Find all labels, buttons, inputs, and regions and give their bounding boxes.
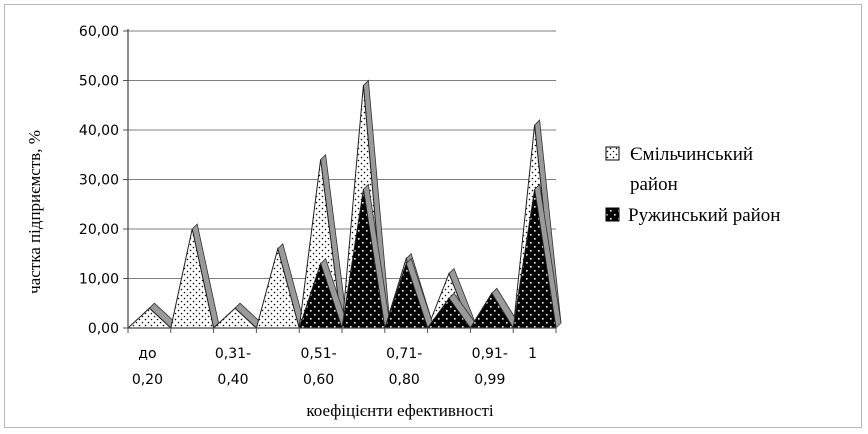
legend-label-emilchynskyi: Ємільчинський bbox=[630, 144, 753, 165]
x-tick-label: 0,31- bbox=[215, 346, 251, 362]
legend-label-emilchynskyi-line2: район bbox=[630, 174, 678, 195]
y-tick-label: 10,00 bbox=[79, 272, 119, 288]
y-tick-label: 60,00 bbox=[79, 24, 119, 40]
legend-label-ruzhynskyi: Ружинський район bbox=[628, 205, 780, 226]
y-tick-label: 40,00 bbox=[79, 123, 119, 139]
x-tick-label: 1 bbox=[528, 346, 537, 362]
x-tick-label: 0,40 bbox=[217, 372, 248, 388]
legend-item-emilchynskyi: Ємільчинський район bbox=[605, 144, 753, 195]
x-axis-title: коефіцієнти ефективності bbox=[306, 401, 493, 420]
y-tick-label: 50,00 bbox=[79, 74, 119, 90]
spike-emilchynskyi bbox=[255, 243, 305, 329]
x-tick-labels: до 0,20 0,31- 0,40 0,51- 0,60 0,71- 0,80 0,91- 0,… bbox=[132, 346, 537, 388]
legend-swatch-dots bbox=[605, 146, 620, 161]
x-tick-label: 0,51- bbox=[300, 346, 336, 362]
x-tick-label: 0,20 bbox=[132, 372, 163, 388]
x-tick-label: 0,99 bbox=[474, 372, 505, 388]
spike-emilchynskyi bbox=[212, 302, 262, 329]
y-tick-label: 30,00 bbox=[79, 173, 119, 189]
y-axis-title: частка підприємств, % bbox=[25, 130, 44, 294]
x-tick-label: до bbox=[138, 346, 156, 362]
chart-frame bbox=[4, 4, 862, 428]
legend-swatch-dark bbox=[605, 207, 620, 222]
series-ruzhynskyi bbox=[298, 183, 562, 329]
x-tick-label: 0,71- bbox=[386, 346, 422, 362]
y-tick-labels: 0,00 10,00 20,00 30,00 40,00 50,00 60,00 bbox=[79, 24, 119, 337]
x-tick-label: 0,80 bbox=[389, 372, 420, 388]
axes bbox=[127, 29, 562, 333]
x-tick-label: 0,60 bbox=[303, 372, 334, 388]
x-tick-label: 0,91- bbox=[472, 346, 508, 362]
y-tick-label: 20,00 bbox=[79, 222, 119, 238]
spike-ruzhynskyi bbox=[469, 287, 519, 329]
legend: Ємільчинський район Ружинський район bbox=[605, 144, 780, 226]
y-tick-label: 0,00 bbox=[88, 321, 119, 337]
spike-emilchynskyi bbox=[126, 302, 177, 329]
spike-emilchynskyi bbox=[170, 223, 220, 329]
legend-item-ruzhynskyi: Ружинський район bbox=[605, 205, 780, 226]
spike-ruzhynskyi bbox=[384, 257, 434, 329]
floor-edge bbox=[555, 322, 562, 329]
